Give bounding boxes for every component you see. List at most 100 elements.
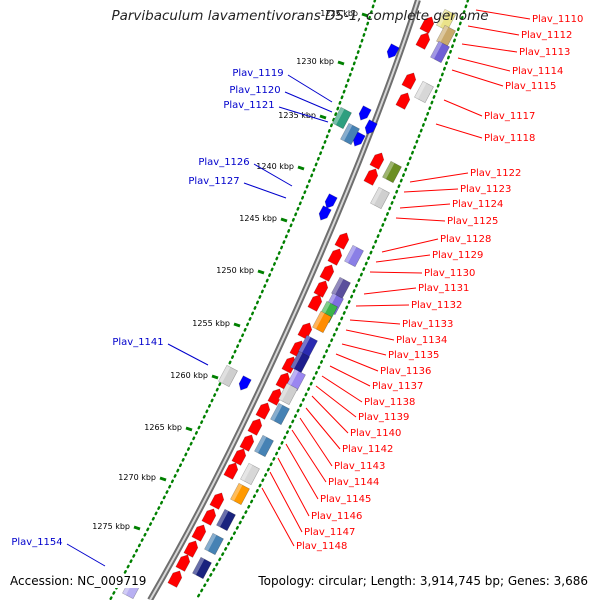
label-leader-lines: [66, 9, 531, 567]
map-title: Parvibaculum lavamentivorans DS-1, compl…: [111, 8, 489, 24]
accession-text: Accession: NC_009719: [8, 574, 149, 588]
tick-label: 1270 kbp: [118, 473, 156, 482]
gene-label-right: Plav_1110: [532, 14, 583, 25]
gene-box: [436, 8, 456, 32]
gene-label-right: Plav_1123: [460, 184, 511, 195]
tick-mark: [297, 165, 305, 171]
gene-arrow: [395, 92, 411, 110]
gene-label-right: Plav_1134: [396, 335, 447, 346]
gene-label-right: Plav_1139: [358, 412, 409, 423]
tick-label: 1235 kbp: [278, 111, 316, 120]
gene-box: [312, 310, 332, 334]
gene-box: [278, 382, 298, 406]
gene-label-left: Plav_1141: [112, 337, 163, 348]
gene-label-right: Plav_1128: [440, 234, 491, 245]
gene-label-right: Plav_1140: [350, 428, 401, 439]
tick-label: 1275 kbp: [92, 522, 130, 531]
tick-label: 1245 kbp: [239, 214, 277, 223]
gene-arrow: [191, 524, 207, 542]
gene-arrow: [324, 193, 338, 209]
gene-box: [332, 106, 352, 130]
gene-box: [382, 160, 402, 184]
gene-arrow: [238, 375, 252, 391]
tick-mark: [257, 269, 265, 275]
gene-arrow: [364, 119, 378, 135]
tick-mark: [185, 426, 193, 432]
gene-arrow: [386, 43, 400, 59]
backbone-ring: [147, 0, 421, 600]
gene-label-right: Plav_1146: [311, 511, 362, 522]
gene-label-right: Plav_1143: [334, 461, 385, 472]
gene-box: [344, 244, 364, 268]
tick-mark: [337, 60, 345, 66]
tick-label: 1225 kbp: [320, 9, 358, 18]
gene-label-right: Plav_1144: [328, 477, 379, 488]
gene-arrow: [352, 131, 366, 147]
tick-ring: [108, 0, 470, 600]
tick-mark: [133, 525, 141, 531]
gene-label-right: Plav_1129: [432, 250, 483, 261]
gene-arrow: [363, 168, 379, 186]
gene-label-left: Plav_1120: [229, 85, 280, 96]
gene-label-right: Plav_1125: [447, 216, 498, 227]
gene-label-right: Plav_1148: [296, 541, 347, 552]
tick-label: 1230 kbp: [296, 57, 334, 66]
gene-arrow: [327, 248, 343, 266]
gene-box: [436, 24, 456, 48]
gene-label-right: Plav_1118: [484, 133, 535, 144]
gene-label-right: Plav_1117: [484, 111, 535, 122]
gene-arrow: [318, 205, 332, 221]
gene-arrow: [167, 570, 183, 588]
gene-box: [230, 482, 250, 506]
gene-arrow: [319, 264, 335, 282]
gene-label-right: Plav_1142: [342, 444, 393, 455]
tick-mark: [233, 322, 241, 328]
gene-label-right: Plav_1124: [452, 199, 503, 210]
tick-label: 1260 kbp: [170, 371, 208, 380]
gene-label-left: Plav_1119: [232, 68, 283, 79]
gene-label-right: Plav_1131: [418, 283, 469, 294]
gene-arrow: [183, 540, 199, 558]
gene-arrow: [313, 280, 329, 298]
gene-arrow: [231, 448, 247, 466]
gene-label-right: Plav_1137: [372, 381, 423, 392]
gene-label-left: Plav_1154: [11, 537, 62, 548]
tick-label: 1250 kbp: [216, 266, 254, 275]
gene-arrow: [307, 294, 323, 312]
gene-label-left: Plav_1126: [198, 157, 249, 168]
gene-arrow: [201, 508, 217, 526]
tick-mark: [159, 476, 167, 482]
gene-box: [254, 434, 274, 458]
gene-arrow: [247, 418, 263, 436]
gene-label-right: Plav_1115: [505, 81, 556, 92]
gene-arrow: [401, 72, 417, 90]
gene-label-right: Plav_1147: [304, 527, 355, 538]
tick-mark: [361, 12, 369, 18]
tick-mark: [319, 114, 327, 120]
gene-box: [218, 364, 238, 388]
gene-box: [192, 556, 212, 580]
gene-arrow: [209, 492, 225, 510]
tick-label: 1255 kbp: [192, 319, 230, 328]
gene-box: [240, 462, 260, 486]
gene-label-right: Plav_1133: [402, 319, 453, 330]
gene-features: [122, 8, 456, 600]
gene-box: [216, 508, 236, 532]
gene-box: [370, 186, 390, 210]
gene-box: [340, 122, 360, 146]
gene-arrow: [239, 434, 255, 452]
gene-arrow: [334, 232, 350, 250]
gene-box: [270, 402, 290, 426]
tick-mark: [211, 374, 219, 380]
gene-labels: Plav_1119 Plav_1120 Plav_1121 Plav_1126 Plav…: [11, 14, 583, 552]
gene-label-right: Plav_1132: [411, 300, 462, 311]
gene-label-right: Plav_1145: [320, 494, 371, 505]
gene-label-left: Plav_1121: [223, 100, 274, 111]
gene-arrow: [255, 402, 271, 420]
gene-label-left: Plav_1127: [188, 176, 239, 187]
topology-text: Topology: circular; Length: 3,914,745 bp…: [256, 574, 590, 588]
gene-box: [204, 532, 224, 556]
tick-label: 1265 kbp: [144, 423, 182, 432]
gene-label-right: Plav_1135: [388, 350, 439, 361]
